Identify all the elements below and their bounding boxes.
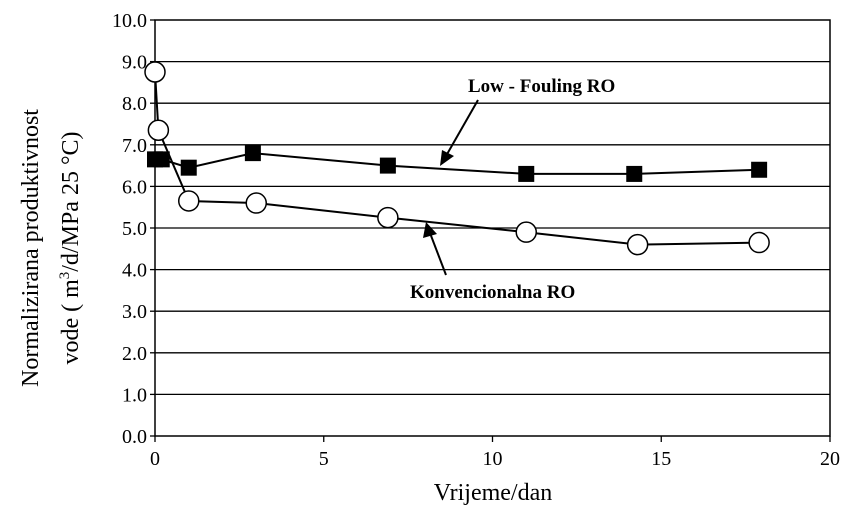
y-axis-title: Normalizirana produktivnost vode ( m3/d/… [18, 109, 84, 387]
y-axis-ticks: 0.0 1.0 2.0 3.0 4.0 5.0 6.0 7.0 8.0 9.0 10.0 [112, 10, 155, 448]
x-tick-label: 20 [820, 448, 840, 470]
x-tick-label: 15 [651, 448, 671, 470]
annotation-konvencionalna: Konvencionalna RO [410, 282, 575, 303]
marker-circle [147, 119, 170, 141]
x-tick-label: 0 [150, 448, 160, 470]
y-tick-label: 3.0 [122, 301, 147, 323]
x-tick-label: 5 [319, 448, 329, 470]
marker-square [626, 165, 643, 182]
y-tick-label: 9.0 [122, 52, 147, 74]
marker-circle [626, 233, 649, 256]
marker-square [518, 165, 535, 182]
y-tick-label: 10.0 [112, 10, 147, 32]
marker-square [244, 145, 261, 162]
y-tick-label: 1.0 [122, 384, 147, 406]
series-markers [144, 61, 770, 256]
marker-square [379, 157, 396, 174]
marker-square [180, 159, 197, 176]
y-tick-label: 7.0 [122, 135, 147, 157]
y-tick-label: 0.0 [122, 426, 147, 448]
y-axis-title-prefix: vode ( m [58, 279, 84, 365]
annotation-konvencionalna-arrowhead [423, 222, 437, 238]
annotation-low-fouling-arrow-line [445, 99, 479, 157]
marker-circle [377, 206, 399, 229]
marker-circle [515, 221, 537, 243]
x-axis-ticks: 0 5 10 15 20 [150, 436, 840, 470]
annotation-low-fouling-arrowhead [440, 150, 454, 166]
marker-circle [178, 190, 200, 212]
y-tick-label: 5.0 [122, 218, 147, 240]
y-axis-title-line1: Normalizirana produktivnost [18, 109, 44, 387]
series-line-1 [154, 71, 760, 246]
y-tick-label: 8.0 [122, 93, 147, 115]
annotation-low-fouling: Low - Fouling RO [468, 76, 615, 97]
annotation-konvencionalna-arrow-line [429, 232, 447, 276]
y-tick-label: 2.0 [122, 343, 147, 365]
y-axis-title-sup: 3 [57, 272, 73, 280]
marker-circle [748, 231, 770, 254]
plot-frame [154, 19, 831, 437]
y-axis-title-suffix: /d/MPa 25 °C) [58, 131, 84, 271]
marker-square [153, 151, 170, 168]
marker-circle [144, 61, 166, 83]
y-tick-label: 6.0 [122, 176, 147, 198]
x-axis-title: Vrijeme/dan [434, 480, 553, 506]
y-axis-title-line2: vode ( m3/d/MPa 25 °C) [57, 131, 84, 364]
marker-circle [245, 192, 267, 214]
y-tick-label: 4.0 [122, 260, 147, 282]
x-tick-label: 10 [483, 448, 503, 470]
marker-square [751, 161, 768, 178]
